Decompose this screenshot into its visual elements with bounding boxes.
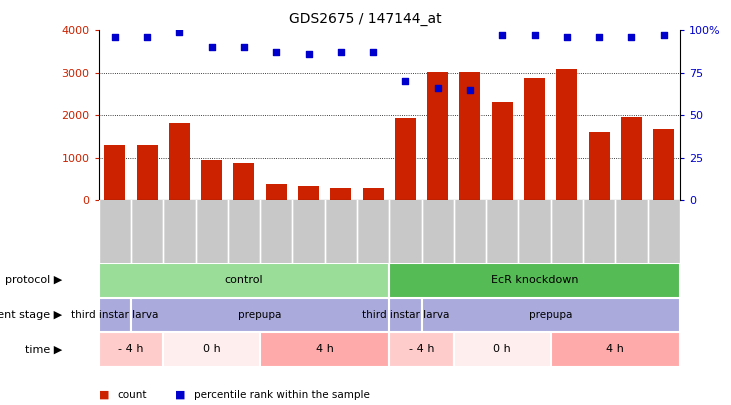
Text: third instar larva: third instar larva [362,310,449,320]
Bar [99,263,389,298]
Point [206,44,218,51]
Text: EcR knockdown: EcR knockdown [491,275,578,286]
Point [561,34,572,40]
Bar [524,79,545,200]
Bar [427,72,448,200]
Bar [460,72,480,200]
Text: percentile rank within the sample: percentile rank within the sample [194,390,370,400]
Text: protocol ▶: protocol ▶ [5,275,62,286]
Bar [556,69,577,200]
Point [173,29,185,35]
Point [141,34,153,40]
Point [594,34,605,40]
Text: 4 h: 4 h [316,344,333,354]
Bar [260,332,389,367]
Text: time ▶: time ▶ [25,344,62,354]
Bar [105,145,125,200]
Point [335,49,346,56]
Point [270,49,282,56]
Bar [298,186,319,200]
Point [238,44,250,51]
Bar [201,160,222,200]
Point [367,49,379,56]
Bar [99,298,131,332]
Point [400,78,412,85]
Bar [99,332,163,367]
Bar [389,332,454,367]
Text: GDS2675 / 147144_at: GDS2675 / 147144_at [289,12,442,26]
Bar [363,188,384,200]
Text: ■: ■ [175,390,186,400]
Text: prepupa: prepupa [238,310,282,320]
Text: prepupa: prepupa [529,310,572,320]
Point [496,32,508,39]
Bar [131,298,389,332]
Point [658,32,670,39]
Bar [395,118,416,200]
Bar [389,298,422,332]
Bar [163,332,260,367]
Text: count: count [117,390,146,400]
Text: - 4 h: - 4 h [118,344,144,354]
Bar [330,188,352,200]
Text: 0 h: 0 h [493,344,511,354]
Point [303,51,314,58]
Bar [389,263,680,298]
Text: 4 h: 4 h [606,344,624,354]
Bar [654,129,674,200]
Text: third instar larva: third instar larva [71,310,159,320]
Text: development stage ▶: development stage ▶ [0,310,62,320]
Bar [588,132,610,200]
Bar [266,184,287,200]
Bar [550,332,680,367]
Bar [169,123,190,200]
Bar [492,102,512,200]
Bar [137,145,158,200]
Bar [422,298,680,332]
Text: 0 h: 0 h [202,344,221,354]
Text: control: control [224,275,263,286]
Point [626,34,637,40]
Point [109,34,121,40]
Point [432,85,444,92]
Text: - 4 h: - 4 h [409,344,434,354]
Bar [621,117,642,200]
Text: ■: ■ [99,390,109,400]
Point [529,32,540,39]
Bar [233,163,254,200]
Point [464,87,476,93]
Bar [454,332,550,367]
